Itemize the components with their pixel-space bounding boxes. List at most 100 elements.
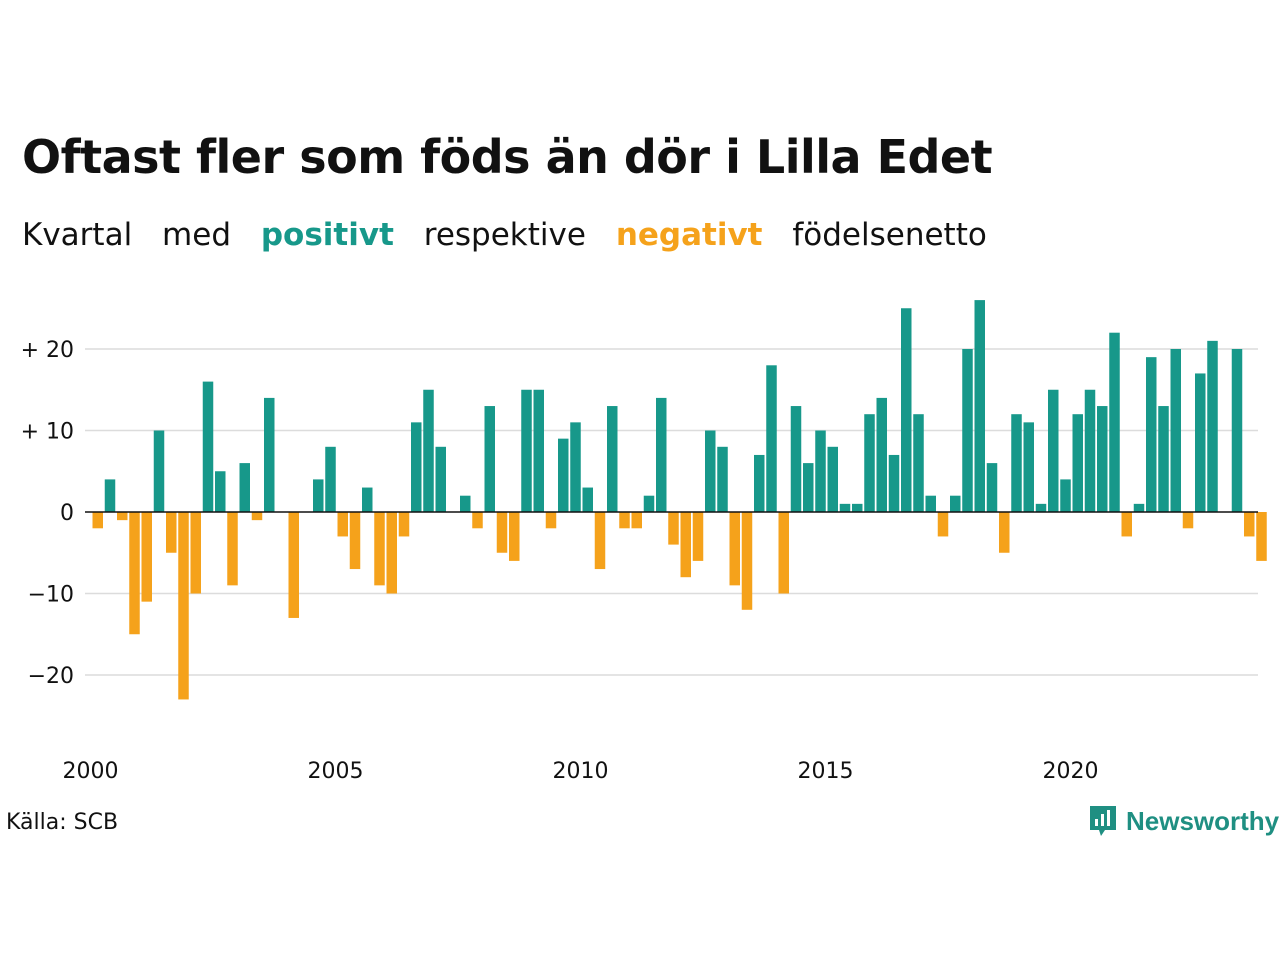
bar-negative (374, 512, 385, 586)
bar-chart: + 20 + 10 0 −10 −20 2000 2005 2010 2015 2020 (21, 300, 1267, 784)
bar-positive (1109, 332, 1120, 512)
y-tick-label: 0 (60, 501, 74, 526)
x-tick-label: 2010 (553, 759, 609, 784)
bar-positive (790, 406, 802, 512)
subtitle-part-3: respektive (423, 217, 586, 253)
y-tick-label: + 10 (21, 420, 74, 445)
bar-positive (803, 463, 814, 512)
x-tick-label: 2005 (308, 759, 364, 784)
x-axis-ticks: 2000 2005 2010 2015 2020 (63, 759, 1099, 784)
bar-negative (741, 512, 753, 610)
bar-positive (533, 389, 544, 512)
bar-positive (484, 406, 495, 512)
bar-positive (558, 438, 569, 512)
bar-positive (239, 463, 250, 512)
bar-negative (509, 512, 520, 561)
bar-negative (631, 512, 642, 529)
y-tick-label: −10 (28, 583, 74, 608)
bar-positive (901, 308, 912, 512)
y-axis-ticks: + 20 + 10 0 −10 −20 (21, 338, 74, 689)
bar-positive (1048, 389, 1059, 512)
bar-positive (1207, 340, 1218, 512)
bar-negative (619, 512, 630, 529)
bar-negative (668, 512, 679, 545)
bar-negative (190, 512, 201, 594)
bar-positive (1023, 422, 1034, 512)
bar-positive (570, 422, 581, 512)
bar-negative (386, 512, 397, 594)
bar-positive (815, 430, 826, 512)
bar-positive (766, 365, 777, 512)
bar-negative (937, 512, 949, 537)
bar-positive (521, 389, 532, 512)
bar-positive (913, 414, 924, 512)
bar-negative (1256, 512, 1267, 561)
y-tick-label: + 20 (21, 338, 74, 363)
bar-positive (656, 397, 667, 512)
bar-negative (337, 512, 348, 537)
grid-lines (85, 348, 1258, 676)
subtitle-part-4: födelsenetto (792, 217, 987, 253)
bar-positive (1170, 349, 1181, 512)
bar-positive (1084, 389, 1096, 512)
bar-negative (117, 512, 128, 521)
bar-positive (986, 463, 998, 512)
bar-negative (472, 512, 483, 529)
bar-positive (1097, 406, 1108, 512)
bar-negative (129, 512, 140, 635)
bar-positive (1231, 349, 1243, 512)
bar-positive (950, 495, 961, 512)
bar-positive (852, 503, 863, 512)
bar-positive (264, 397, 275, 512)
bar-positive (362, 487, 373, 512)
bar-positive (864, 414, 875, 512)
bar-positive (827, 446, 838, 512)
subtitle-part-2: med (162, 217, 231, 253)
bar-negative (1121, 512, 1132, 537)
bar-positive (325, 446, 336, 512)
bar-positive (1035, 503, 1047, 512)
bar-negative (288, 512, 299, 618)
bar-negative (92, 512, 103, 529)
bar-positive (1072, 414, 1083, 512)
bar-negative (778, 512, 789, 594)
bar-positive (153, 430, 165, 512)
bar-negative (166, 512, 177, 553)
x-tick-label: 2000 (63, 759, 119, 784)
bar-positive (962, 349, 973, 512)
bar-positive (754, 454, 765, 512)
chart-title: Oftast fler som föds än dör i Lilla Edet (22, 130, 993, 184)
bar-positive (717, 446, 728, 512)
bar-positive (1146, 357, 1157, 512)
bar-positive (582, 487, 593, 512)
bar-positive (313, 479, 324, 512)
bar-positive (435, 446, 446, 512)
logo-text: Newsworthy (1126, 805, 1280, 836)
bar-positive (104, 479, 116, 512)
bar-negative (692, 512, 704, 561)
subtitle-positive-label: positivt (260, 217, 394, 253)
bar-negative (545, 512, 557, 529)
bar-positive (974, 300, 985, 512)
bar-positive (607, 406, 618, 512)
bar-negative (680, 512, 691, 578)
bar-positive (876, 397, 887, 512)
bar-positive (460, 495, 471, 512)
bar-positive (925, 495, 936, 512)
bar-positive (839, 503, 851, 512)
x-tick-label: 2020 (1043, 759, 1099, 784)
x-tick-label: 2015 (798, 759, 854, 784)
bar-negative (251, 512, 263, 521)
bar-negative (141, 512, 152, 602)
newsworthy-chart-bubble-icon (1090, 806, 1116, 836)
source-note: Källa: SCB (6, 810, 119, 835)
bar-positive (202, 381, 214, 512)
bar-positive (215, 471, 226, 512)
bar-positive (1060, 479, 1071, 512)
bar-positive (423, 389, 434, 512)
bar-negative (594, 512, 606, 570)
bars (92, 300, 1267, 700)
bar-negative (729, 512, 740, 586)
bar-positive (1011, 414, 1022, 512)
bar-positive (1133, 503, 1145, 512)
